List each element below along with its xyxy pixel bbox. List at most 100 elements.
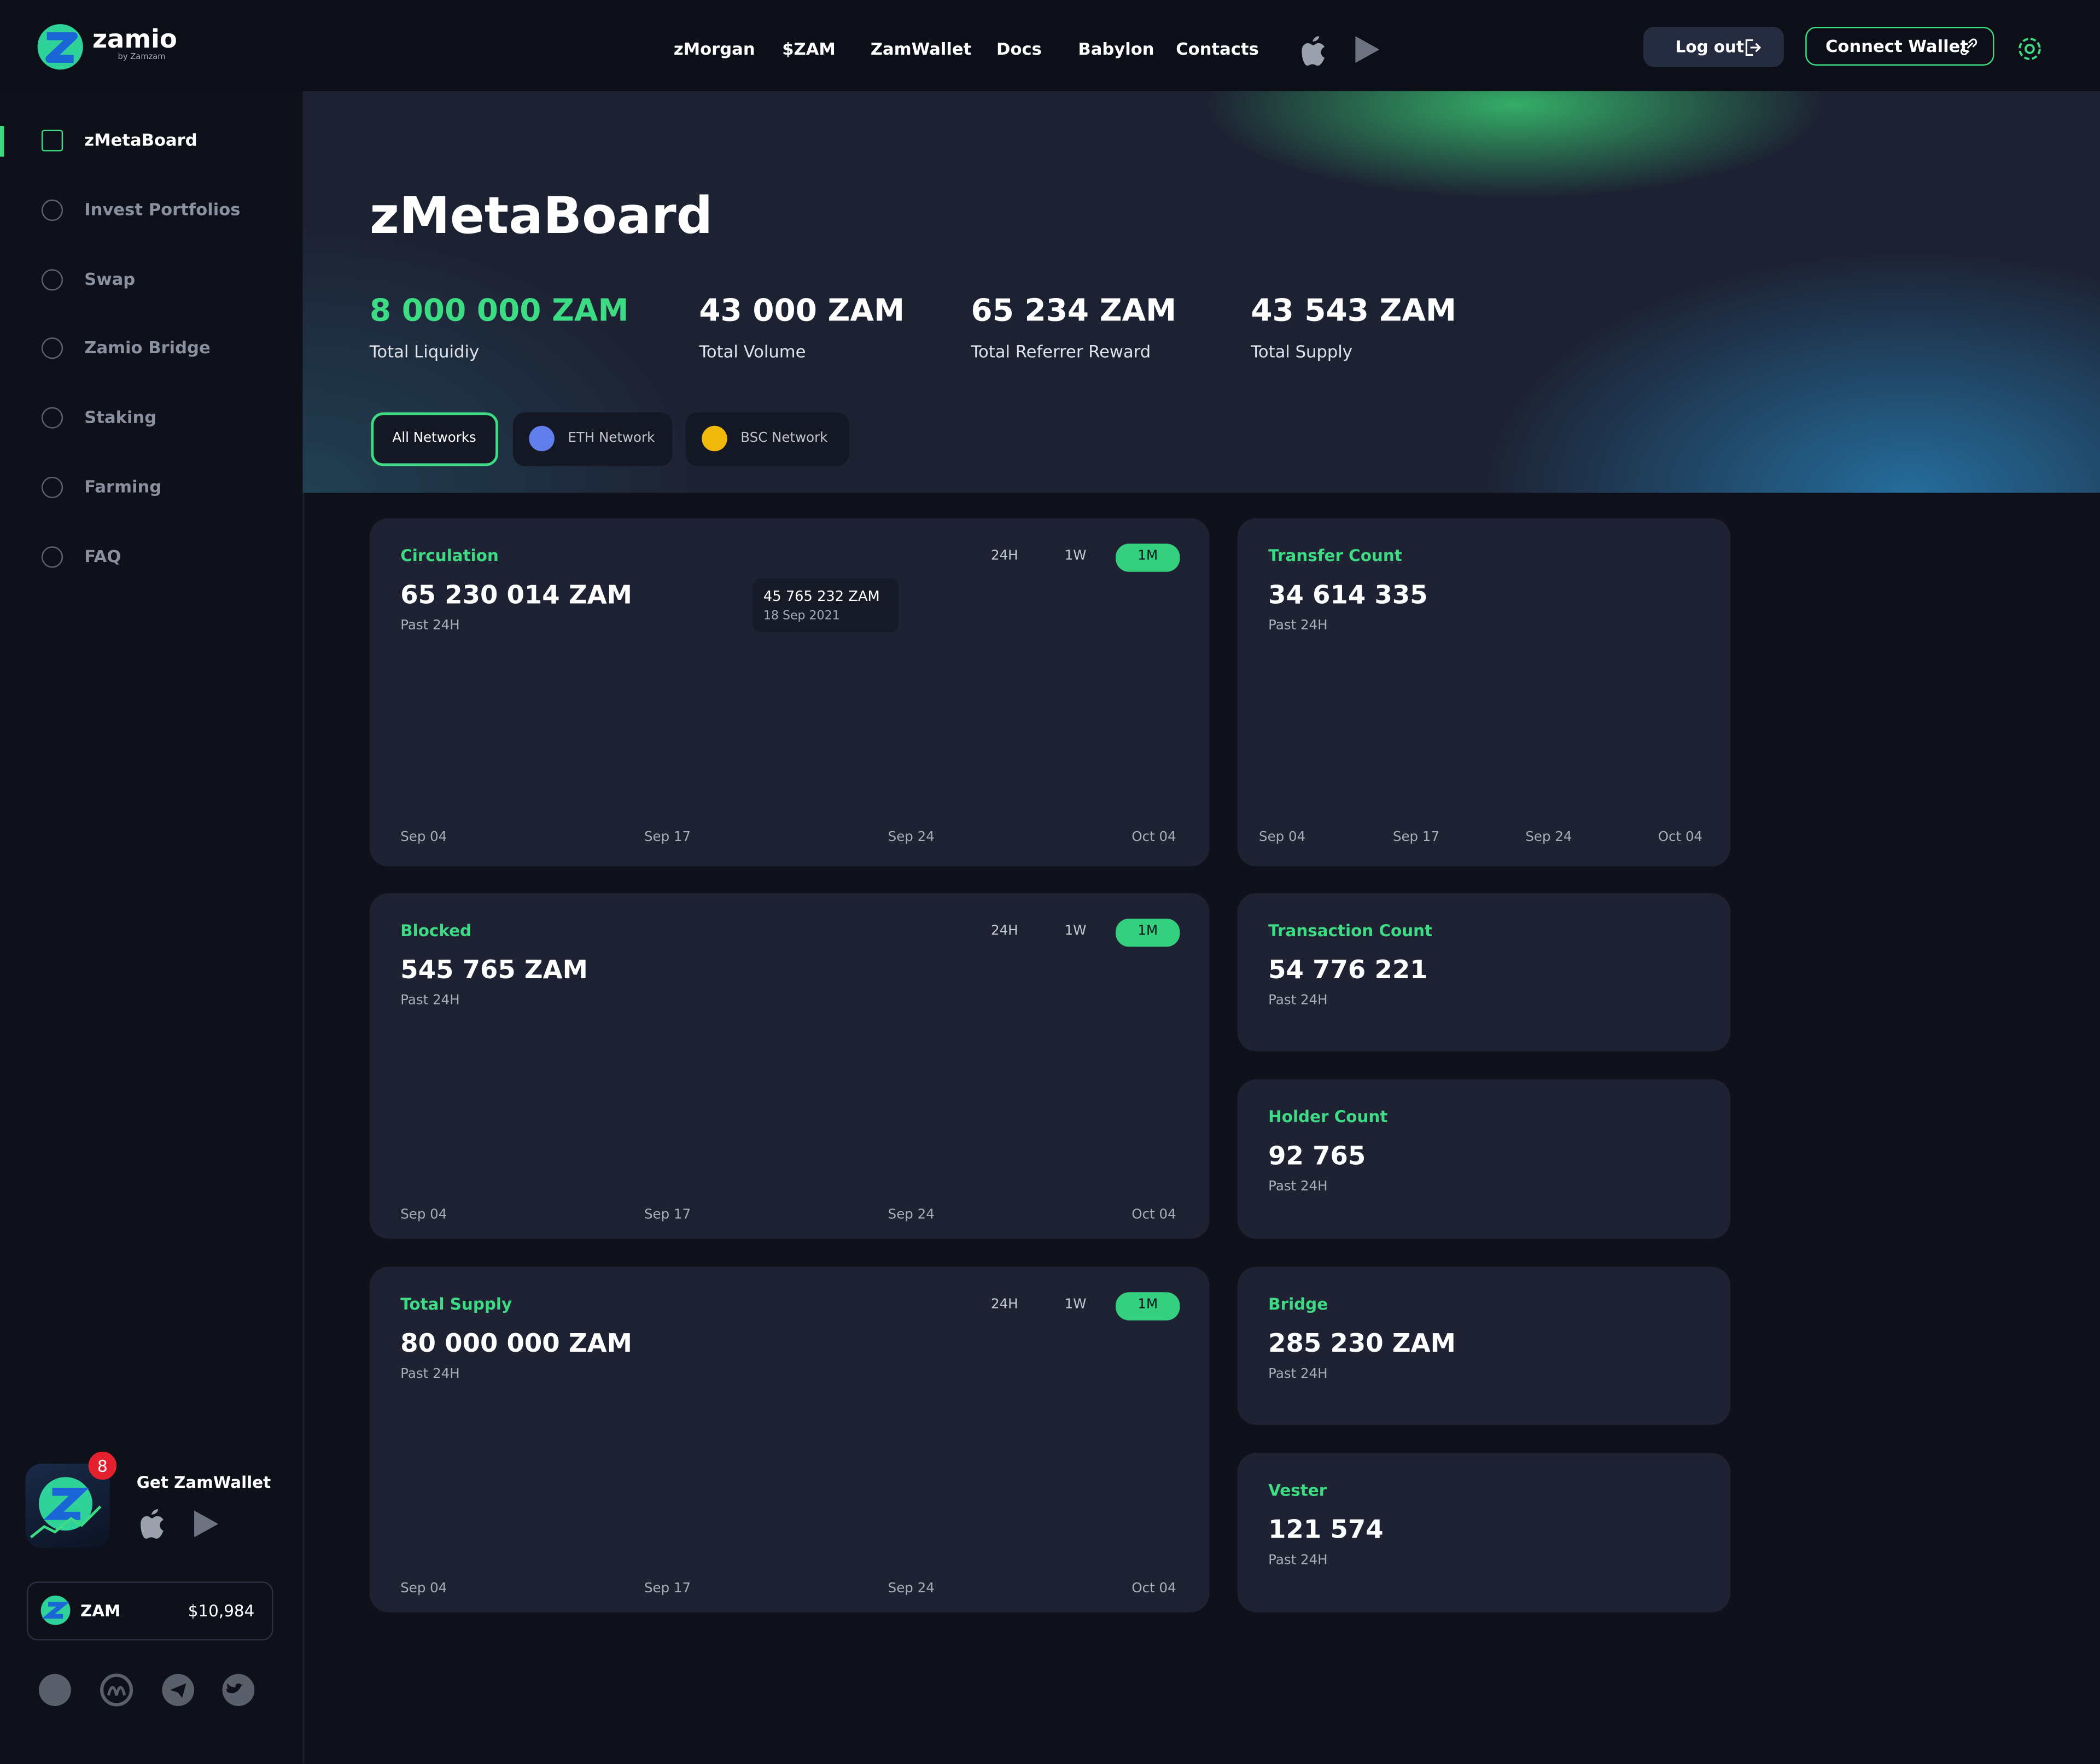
menu-item[interactable]: FAQ [84,546,121,566]
nav-link[interactable]: zMorgan [673,38,755,59]
range-option[interactable]: 24H [990,924,1018,939]
connect-button[interactable] [1805,26,1994,66]
range-option[interactable]: 24H [990,549,1018,564]
nav-link[interactable]: Docs [996,38,1042,59]
x-axis-label: Sep 04 [400,1581,447,1597]
logout-button[interactable] [1643,26,1784,67]
range-pill[interactable] [1116,544,1180,572]
card-title: Bridge [1268,1295,1328,1314]
x-axis-label: Sep 24 [888,1581,935,1597]
card [369,518,1210,867]
menu-icon[interactable] [41,268,63,290]
connect-label[interactable]: Connect Wallet [1825,36,1968,56]
network-icon [702,425,727,452]
token-name: ZAM [80,1601,121,1621]
stat-value: 8 000 000 ZAM [369,294,629,329]
apple-icon[interactable] [135,1505,167,1540]
menu-icon[interactable] [41,476,63,499]
nav-link[interactable]: Babylon [1078,38,1154,59]
network-button[interactable] [371,412,499,466]
network-label[interactable]: BSC Network [740,431,828,446]
card [1237,1453,1731,1613]
active-indicator [0,126,4,157]
wallet-app-icon[interactable] [25,1463,110,1549]
stat-value: 43 000 ZAM [699,294,905,329]
card [1237,893,1731,1052]
x-axis-label: Oct 04 [1131,1207,1176,1223]
range-option[interactable]: 1M [1138,1298,1158,1313]
card [1237,518,1731,867]
range-option[interactable]: 1W [1064,1298,1087,1313]
card-value: 80 000 000 ZAM [400,1329,632,1359]
nav-link[interactable]: $ZAM [782,38,836,59]
menu-item[interactable]: Farming [84,476,162,497]
card-value: 285 230 ZAM [1268,1329,1456,1359]
x-axis-label: Oct 04 [1131,1581,1176,1597]
x-axis-label: Sep 24 [1525,830,1572,845]
stat-label: Total Liquidiy [369,341,480,361]
badge [88,1451,117,1480]
card-period: Past 24H [400,994,460,1009]
x-axis-label: Sep 24 [888,830,935,845]
stat-label: Total Referrer Reward [971,341,1151,361]
link-icon [1960,38,1978,55]
range-option[interactable]: 24H [990,1298,1018,1313]
token-box [26,1581,273,1641]
card-value: 92 765 [1268,1141,1366,1171]
range-option[interactable]: 1M [1138,549,1158,564]
stat-label: Total Volume [699,341,806,361]
x-axis-label: Sep 04 [1259,830,1306,845]
card-value: 545 765 ZAM [400,955,588,985]
card-period: Past 24H [400,1367,460,1382]
menu-icon[interactable] [41,199,63,221]
nav-link[interactable]: Contacts [1176,38,1259,59]
x-axis-label: Sep 04 [400,1207,447,1223]
settings-icon[interactable] [2016,35,2044,63]
network-icon [529,425,555,452]
tooltip-value: 45 765 232 ZAM [763,588,880,605]
logout-icon [1745,39,1761,56]
x-axis-label: Oct 04 [1658,830,1703,845]
x-axis-label: Sep 04 [400,830,447,845]
menu-item[interactable]: Staking [84,407,157,428]
menu-item[interactable]: Swap [84,268,136,289]
menu-icon[interactable] [41,407,63,429]
card [369,893,1210,1239]
play-icon[interactable] [191,1508,221,1540]
logout-label[interactable]: Log out [1675,37,1745,56]
range-pill[interactable] [1116,1292,1180,1321]
range-pill[interactable] [1116,919,1180,947]
card-title: Circulation [400,546,499,565]
nav-link[interactable]: ZamWallet [870,38,972,59]
card [369,1266,1210,1613]
menu-icon[interactable] [41,130,63,151]
top-bar: zamio by Zamzam zMorgan $ZAM ZamWallet D… [0,0,2100,92]
card-period: Past 24H [1268,618,1328,634]
card-title: Transaction Count [1268,921,1433,941]
menu-icon[interactable] [41,338,63,360]
range-option[interactable]: 1M [1138,924,1158,939]
range-option[interactable]: 1W [1064,549,1087,564]
range-option[interactable]: 1W [1064,924,1087,939]
play-icon[interactable] [1352,33,1382,66]
card [1237,1079,1731,1239]
menu-icon[interactable] [41,546,63,568]
menu-item[interactable]: zMetaBoard [84,129,197,150]
social-icons[interactable] [36,1671,264,1709]
menu-item[interactable]: Invest Portfolios [84,198,241,219]
stat-value: 43 543 ZAM [1251,294,1457,329]
card-title: Blocked [400,921,472,941]
menu-item[interactable]: Zamio Bridge [84,337,211,358]
card-period: Past 24H [1268,1179,1328,1195]
x-axis-label: Sep 17 [644,1581,691,1597]
apple-icon[interactable] [1297,32,1329,67]
stat-label: Total Supply [1251,341,1352,361]
network-label[interactable]: ETH Network [568,431,655,446]
card-value: 54 776 221 [1268,955,1428,985]
network-label[interactable]: All Networks [392,431,476,446]
card-title: Holder Count [1268,1107,1388,1126]
badge-count: 8 [97,1457,108,1476]
card-title: Vester [1268,1481,1327,1500]
tooltip-date: 18 Sep 2021 [763,610,840,624]
